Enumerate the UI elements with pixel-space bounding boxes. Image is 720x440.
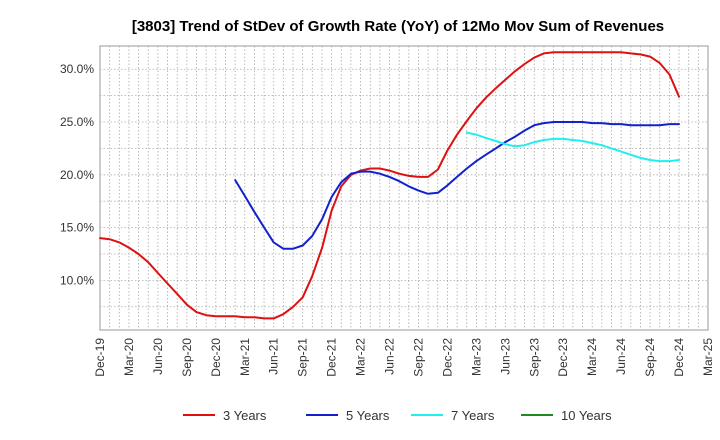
- legend: 3 Years 5 Years 7 Years 10 Years: [183, 408, 612, 423]
- x-tick-label: Sep-24: [643, 338, 657, 377]
- x-tick-label: Dec-24: [672, 338, 686, 377]
- y-tick-label: 20.0%: [60, 168, 94, 182]
- x-axis: Dec-19 Mar-20 Jun-20 Sep-20 Dec-20 Mar-21 Jun-…: [93, 338, 715, 377]
- y-tick-label: 15.0%: [60, 221, 94, 235]
- series-line-5-years: [234, 121, 680, 250]
- plot-area: [99, 45, 709, 331]
- x-tick-label: Sep-23: [527, 338, 541, 377]
- y-tick-label: 25.0%: [60, 115, 94, 129]
- series-line-7-years: [465, 131, 680, 163]
- x-tick-label: Mar-22: [354, 338, 368, 376]
- x-tick-label: Sep-22: [411, 338, 425, 377]
- legend-label-5-years: 5 Years: [346, 408, 390, 423]
- x-tick-label: Dec-22: [440, 338, 454, 377]
- legend-label-7-years: 7 Years: [451, 408, 495, 423]
- x-tick-label: Dec-21: [325, 338, 339, 377]
- y-tick-label: 10.0%: [60, 273, 94, 287]
- x-tick-label: Jun-22: [383, 338, 397, 375]
- legend-label-3-years: 3 Years: [223, 408, 267, 423]
- x-tick-label: Mar-25: [701, 338, 715, 376]
- x-tick-label: Jun-21: [267, 338, 281, 375]
- x-tick-label: Mar-23: [469, 338, 483, 376]
- x-tick-label: Sep-21: [296, 338, 310, 377]
- x-tick-label: Dec-23: [556, 338, 570, 377]
- y-axis: 10.0% 15.0% 20.0% 25.0% 30.0%: [60, 62, 94, 287]
- y-tick-label: 30.0%: [60, 62, 94, 76]
- chart-title: [3803] Trend of StDev of Growth Rate (Yo…: [132, 18, 664, 35]
- plot-frame: [99, 45, 709, 331]
- x-tick-label: Dec-20: [209, 338, 223, 377]
- x-tick-label: Jun-20: [151, 338, 165, 375]
- x-tick-label: Mar-20: [122, 338, 136, 376]
- x-tick-label: Mar-21: [238, 338, 252, 376]
- legend-label-10-years: 10 Years: [561, 408, 612, 423]
- x-tick-label: Mar-24: [585, 338, 599, 376]
- x-tick-label: Sep-20: [180, 338, 194, 377]
- x-tick-label: Dec-19: [93, 338, 107, 377]
- series-line-3-years: [99, 51, 680, 320]
- x-tick-label: Jun-23: [498, 338, 512, 375]
- series-lines: [99, 51, 680, 320]
- x-tick-label: Jun-24: [614, 338, 628, 375]
